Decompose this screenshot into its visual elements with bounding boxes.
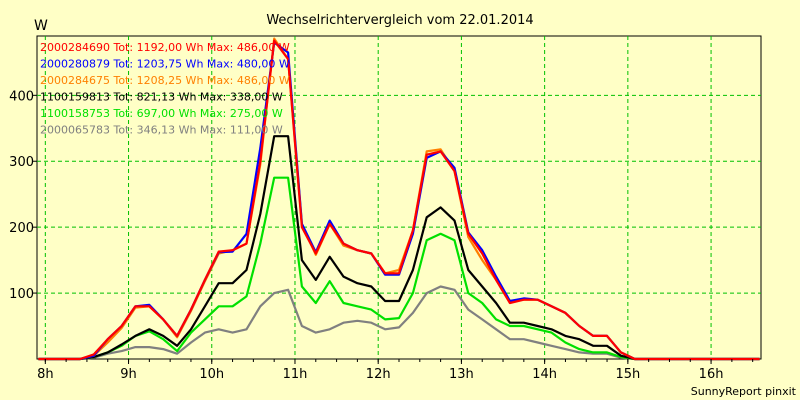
y-axis-unit: W [34,18,48,34]
series-lines [38,37,760,361]
series-line [38,39,760,361]
y-tick-label: 400 [9,89,34,104]
legend: 2000284690 Tot: 1192,00 Wh Max: 486,00 W… [40,41,290,137]
legend-entry: 2000284675 Tot: 1208,25 Wh Max: 486,00 W [40,74,290,87]
x-tick-label: 8h [37,367,54,382]
chart-title: Wechselrichtervergleich vom 22.01.2014 [266,13,533,28]
x-tick-label: 13h [449,367,474,382]
footer-credit: SunnyReport pinxit [691,385,797,398]
y-tick-label: 100 [9,287,34,302]
y-tick-label: 300 [9,155,34,170]
legend-entry: 2000284690 Tot: 1192,00 Wh Max: 486,00 W [40,41,290,54]
x-tick-label: 15h [615,367,640,382]
legend-entry: 1100159813 Tot: 821,13 Wh Max: 338,00 W [40,91,283,104]
plot-area [36,35,762,360]
y-tick-label: 200 [9,221,34,236]
x-tick-label: 11h [283,367,308,382]
legend-entry: 2000065783 Tot: 346,13 Wh Max: 111,00 W [40,124,283,137]
axes: 8h 9h 10h 11h 12h 13h 14h 15h 16h 100 200 300 400 [9,89,754,382]
x-tick-label: 14h [532,367,557,382]
x-tick-label: 10h [199,367,224,382]
x-tick-label: 12h [366,367,391,382]
grid [37,36,761,359]
legend-entry: 1100158753 Tot: 697,00 Wh Max: 275,00 W [40,107,283,120]
x-tick-label: 16h [699,367,724,382]
x-tick-label: 9h [120,367,137,382]
legend-entry: 2000280879 Tot: 1203,75 Wh Max: 480,00 W [40,58,290,71]
